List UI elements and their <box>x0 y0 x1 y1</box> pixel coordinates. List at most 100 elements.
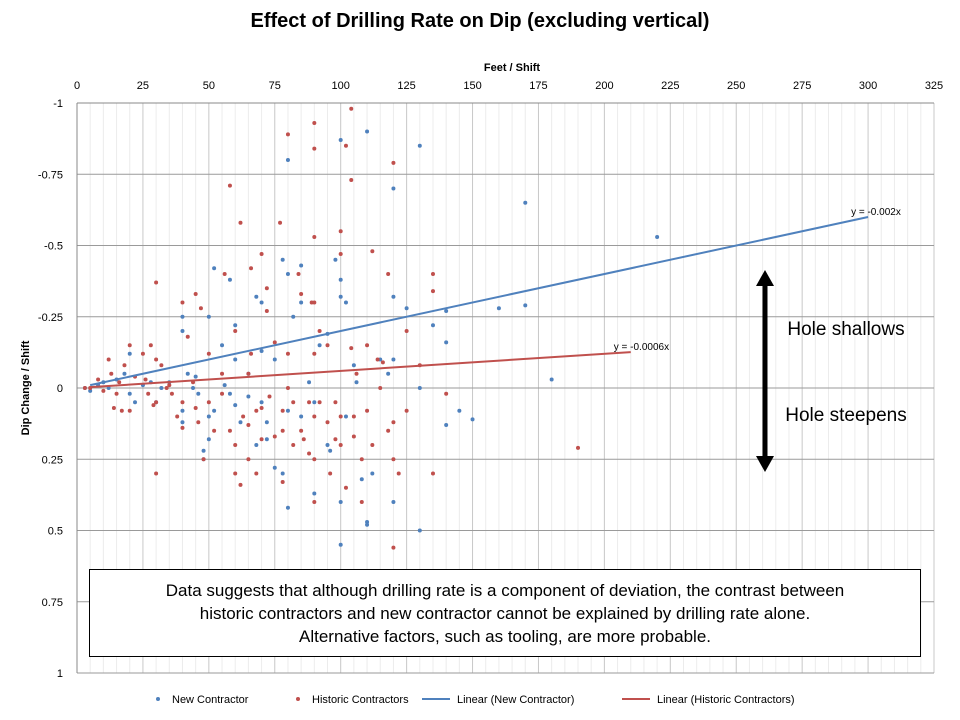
data-point <box>227 428 232 433</box>
data-point <box>365 129 370 134</box>
data-point <box>212 408 217 413</box>
data-point <box>201 457 206 462</box>
data-point <box>119 408 124 413</box>
data-point <box>296 272 301 276</box>
data-point <box>312 500 317 504</box>
data-point <box>404 329 409 333</box>
data-point <box>328 448 333 453</box>
x-tick-label: 100 <box>332 80 350 92</box>
data-point <box>317 400 322 405</box>
trendline <box>89 216 869 387</box>
trendline <box>90 351 631 389</box>
data-point <box>164 386 169 390</box>
data-point <box>193 291 198 296</box>
data-point <box>167 383 172 388</box>
data-point <box>333 257 338 262</box>
data-point <box>280 408 285 413</box>
data-point <box>312 400 317 405</box>
data-point <box>444 423 449 428</box>
dip-direction-arrow <box>756 270 774 472</box>
trendline-equation: y = -0.0006x <box>614 342 669 353</box>
data-point <box>299 300 304 305</box>
data-point <box>246 457 251 462</box>
data-point <box>549 377 554 382</box>
data-point <box>325 443 330 447</box>
data-point <box>88 388 93 393</box>
data-point <box>227 277 232 282</box>
x-tick-label: 325 <box>925 80 943 92</box>
data-point <box>254 443 259 447</box>
data-point <box>117 380 122 385</box>
data-point <box>338 252 343 257</box>
data-point <box>444 340 449 345</box>
data-point <box>227 183 232 188</box>
data-point <box>444 391 449 396</box>
data-point <box>254 408 259 413</box>
data-point <box>180 329 185 333</box>
x-tick-label: 175 <box>529 80 547 92</box>
data-point <box>233 471 238 476</box>
data-point <box>291 443 296 447</box>
data-point <box>180 425 185 430</box>
data-point <box>338 277 343 282</box>
data-point <box>122 363 127 368</box>
data-point <box>301 437 306 442</box>
data-point <box>470 417 475 422</box>
data-point <box>325 420 330 425</box>
y-tick-label: -0.5 <box>44 241 63 253</box>
data-point <box>496 306 501 311</box>
data-point <box>206 351 211 356</box>
legend-item: Linear (Historic Contractors) <box>622 694 795 706</box>
data-point <box>233 403 238 408</box>
data-point <box>154 357 159 362</box>
data-point <box>338 542 343 547</box>
y-tick-label: 1 <box>57 668 63 680</box>
data-point <box>191 386 196 390</box>
data-point <box>259 437 264 442</box>
data-point <box>122 371 127 376</box>
data-point <box>285 351 290 356</box>
data-point <box>370 249 375 254</box>
annotation-line-3: Alternative factors, such as tooling, ar… <box>299 626 711 646</box>
data-point <box>127 343 132 348</box>
data-point <box>280 257 285 262</box>
data-point <box>146 391 151 396</box>
legend-item: Historic Contractors <box>296 694 409 706</box>
data-point <box>391 357 396 362</box>
data-point <box>386 428 391 433</box>
data-point <box>196 420 201 425</box>
data-point <box>370 443 375 447</box>
data-point <box>444 309 449 314</box>
data-point <box>180 300 185 305</box>
x-tick-label: 125 <box>397 80 415 92</box>
data-point <box>233 357 238 362</box>
data-point <box>272 465 277 470</box>
annotation-box: Data suggests that although drilling rat… <box>89 569 921 657</box>
data-point <box>391 545 396 550</box>
data-point <box>338 138 343 143</box>
data-point <box>278 220 283 225</box>
data-point <box>159 386 164 390</box>
legend-label: Linear (New Contractor) <box>457 694 574 706</box>
data-point <box>212 266 217 271</box>
data-point <box>159 363 164 368</box>
data-point <box>291 400 296 405</box>
data-point <box>299 414 304 419</box>
trendlines: y = -0.002x y = -0.0006x <box>89 207 901 389</box>
data-point <box>254 471 259 476</box>
data-point <box>206 414 211 419</box>
data-point <box>338 414 343 419</box>
data-point <box>233 323 238 328</box>
data-point <box>343 143 348 148</box>
data-point <box>325 343 330 348</box>
data-point <box>169 391 174 396</box>
data-point <box>285 132 290 137</box>
data-point <box>249 266 254 271</box>
data-point <box>233 329 238 333</box>
tick-labels: 0 25 50 75 100 125 150 175 200 225 250 275 300 325 -1 -… <box>38 80 943 680</box>
data-point <box>220 371 225 376</box>
data-point <box>523 303 528 308</box>
data-point <box>338 294 343 299</box>
data-point <box>264 286 269 291</box>
